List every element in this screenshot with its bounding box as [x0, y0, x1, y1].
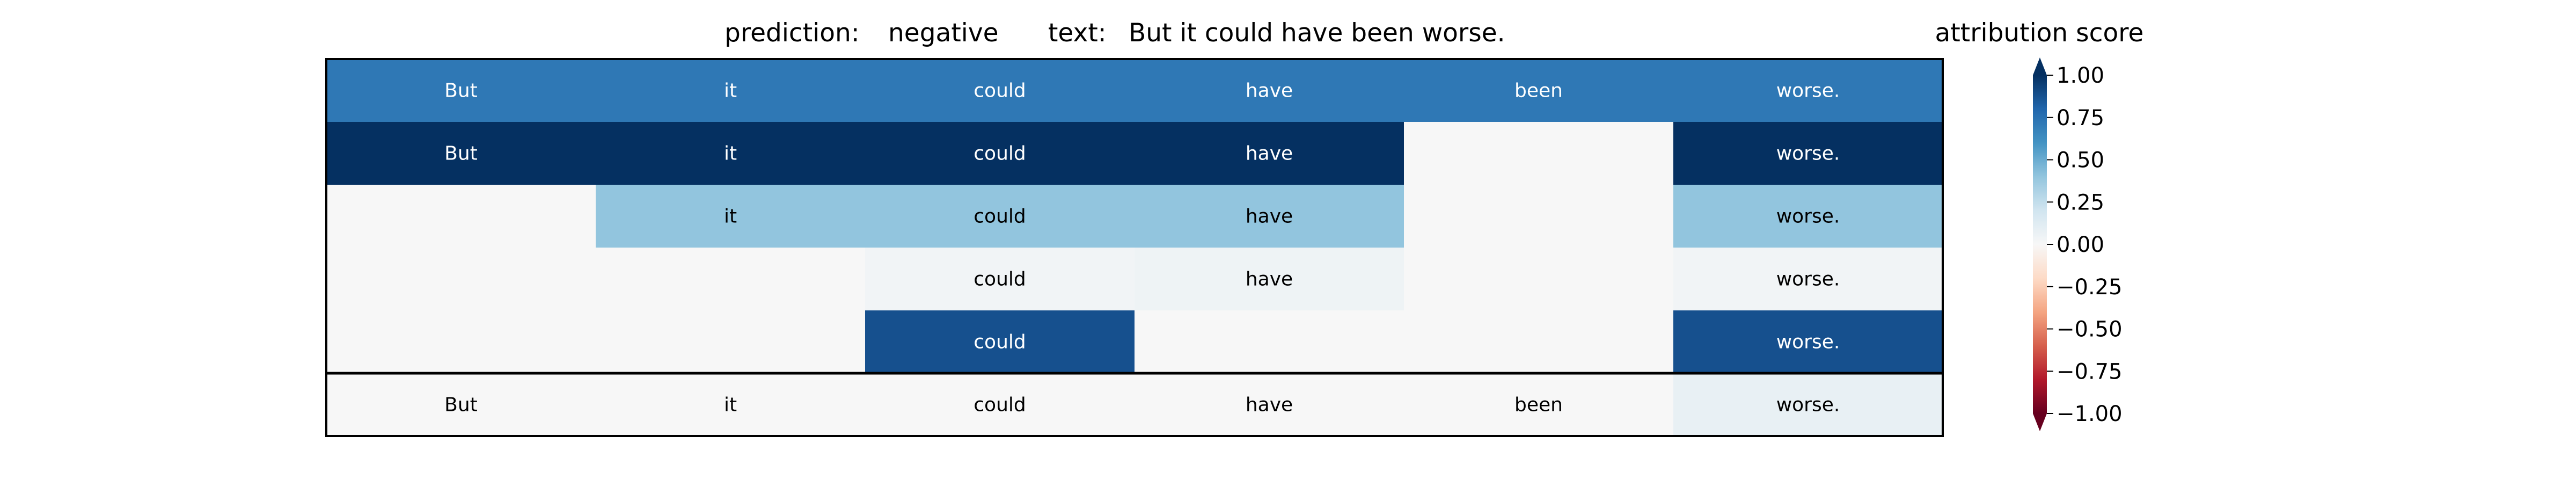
row-3-token-label: could [974, 206, 1026, 228]
summary-row-token-label: But [444, 394, 478, 416]
colorbar: attribution score 1.00 0.75 0.50 0.25 0.00 −0… [1935, 18, 2144, 431]
row-4-cell [1673, 248, 1943, 311]
row-1-token-label: But [444, 80, 478, 102]
row-2-token-label: But [444, 143, 478, 165]
row-3-cell [596, 185, 866, 248]
summary-row-cell [1404, 373, 1674, 437]
row-2-cell [596, 122, 866, 185]
summary-row-cell [596, 373, 866, 437]
summary-row-cell [1135, 373, 1404, 437]
summary-row-cell [1673, 373, 1943, 437]
row-1-cell [1404, 59, 1674, 122]
row-3-cell [865, 185, 1135, 248]
colorbar-tick-label: −0.25 [2057, 275, 2123, 300]
row-4-token-label: have [1246, 269, 1293, 291]
row-4-token-label: could [974, 269, 1026, 291]
row-5-cell [1404, 310, 1674, 374]
row-2-token-label: have [1246, 143, 1293, 165]
row-1-cell [326, 59, 596, 122]
colorbar-tick-label: 1.00 [2057, 63, 2104, 88]
row-5-cell [596, 310, 866, 374]
prediction-label: prediction: [724, 18, 860, 48]
chart-title: prediction: negative text: But it could … [724, 18, 1505, 48]
summary-row-token-label: it [724, 394, 737, 416]
heatmap: But it could have been worse. But it could have wo… [325, 58, 1944, 437]
row-3-token-label: it [724, 206, 737, 228]
summary-row-token-label: could [974, 394, 1026, 416]
row-1-token-label: could [974, 80, 1026, 102]
row-1-token-label: been [1514, 80, 1563, 102]
row-5-cell [1135, 310, 1404, 374]
prediction-value: negative [888, 18, 999, 48]
colorbar-tick-label: 0.75 [2057, 106, 2104, 130]
row-3-cell [1673, 185, 1943, 248]
row-1-cell [596, 59, 866, 122]
text-value: But it could have been worse. [1129, 18, 1505, 48]
summary-row-token-label: have [1246, 394, 1293, 416]
colorbar-tick-label: 0.25 [2057, 190, 2104, 215]
colorbar-gradient [2033, 75, 2047, 414]
row-4-token-label: worse. [1776, 269, 1840, 291]
summary-row-token-label: worse. [1776, 394, 1840, 416]
row-5-token-label: could [974, 331, 1026, 353]
row-1-cell [865, 59, 1135, 122]
row-4-cell [1404, 248, 1674, 311]
summary-row-cell [326, 373, 596, 437]
row-1-token-label: it [724, 80, 737, 102]
colorbar-tick-label: −1.00 [2057, 402, 2123, 426]
row-3-cell [1404, 185, 1674, 248]
colorbar-tick-label: 0.50 [2057, 148, 2104, 173]
row-1-token-label: worse. [1776, 80, 1840, 102]
row-2-cell [1404, 122, 1674, 185]
summary-row-token-label: been [1514, 394, 1563, 416]
colorbar-label: attribution score [1935, 18, 2144, 48]
row-1-cell [1673, 59, 1943, 122]
row-4-cell [1135, 248, 1404, 311]
row-1-cell [1135, 59, 1404, 122]
summary-row-cell [865, 373, 1135, 437]
row-2-token-label: worse. [1776, 143, 1840, 165]
colorbar-extend-bottom [2033, 414, 2047, 431]
row-2-cell [326, 122, 596, 185]
row-2-cell [865, 122, 1135, 185]
row-4-cell [865, 248, 1135, 311]
colorbar-extend-top [2033, 57, 2047, 75]
colorbar-tick-label: 0.00 [2057, 233, 2104, 257]
row-3-token-label: worse. [1776, 206, 1840, 228]
row-3-cell [326, 185, 596, 248]
row-4-cell [326, 248, 596, 311]
colorbar-tick-label: −0.75 [2057, 359, 2123, 384]
row-3-cell [1135, 185, 1404, 248]
row-1-token-label: have [1246, 80, 1293, 102]
row-5-cell [326, 310, 596, 374]
text-label: text: [1048, 18, 1107, 48]
row-2-token-label: it [724, 143, 737, 165]
row-2-token-label: could [974, 143, 1026, 165]
row-5-token-label: worse. [1776, 331, 1840, 353]
colorbar-ticks: 1.00 0.75 0.50 0.25 0.00 −0.25 −0.50 −0.75 −1.00 [2047, 63, 2123, 426]
row-5-cell [865, 310, 1135, 374]
row-2-cell [1135, 122, 1404, 185]
row-3-token-label: have [1246, 206, 1293, 228]
row-5-cell [1673, 310, 1943, 374]
row-4-cell [596, 248, 866, 311]
row-2-cell [1673, 122, 1943, 185]
colorbar-tick-label: −0.50 [2057, 317, 2123, 342]
